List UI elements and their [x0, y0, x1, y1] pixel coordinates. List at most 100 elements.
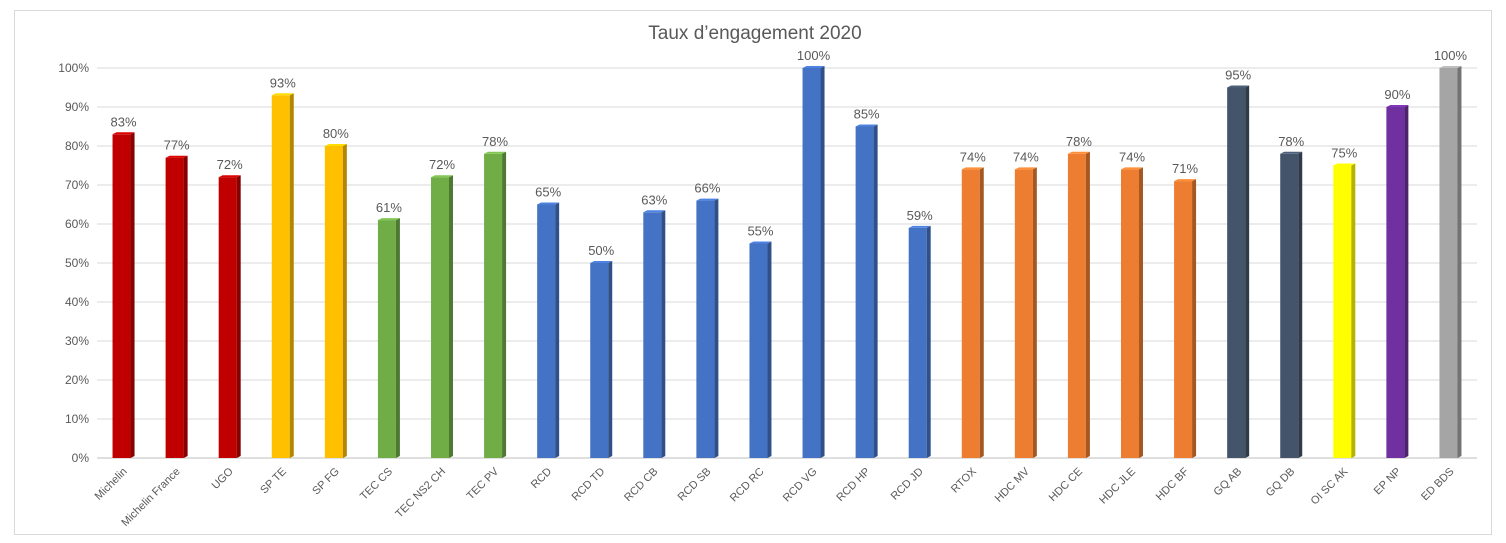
y-tick-label: 100% [58, 61, 89, 75]
chart-title: Taux d’engagement 2020 [648, 23, 861, 44]
x-category-label: RCD SB [676, 466, 714, 504]
bar [590, 261, 613, 458]
bar-top [112, 132, 135, 135]
data-label: 63% [641, 192, 667, 207]
x-category-label: GQ DB [1264, 466, 1298, 500]
bar-front [1227, 87, 1246, 458]
x-category-label: SP TE [258, 466, 289, 497]
bar [218, 175, 241, 458]
bar-side [1298, 151, 1303, 459]
x-category-label: RCD VG [781, 466, 820, 505]
bar-side [1351, 163, 1356, 458]
bar-top [165, 155, 188, 158]
bar-front [855, 126, 874, 458]
bar-top [1386, 105, 1409, 107]
gridlines [97, 67, 1477, 459]
bar-top [218, 175, 241, 178]
x-category-label: HDC JLE [1097, 466, 1138, 507]
bar-side [873, 124, 878, 458]
bar [431, 175, 453, 458]
x-category-label: SP FG [310, 466, 342, 498]
bar-front [377, 220, 396, 458]
bar-top [431, 175, 453, 178]
x-category-label: TEC NS2 CH [393, 466, 448, 521]
bar-front [1121, 169, 1139, 458]
bar [484, 151, 507, 459]
data-label: 61% [376, 200, 402, 215]
bar-top [271, 93, 294, 96]
x-category-label: RCD JD [889, 466, 926, 503]
x-category-label: HDC BF [1154, 465, 1192, 503]
data-label: 90% [1384, 87, 1410, 102]
bar-side [236, 175, 241, 458]
bar [643, 210, 666, 458]
data-label: 74% [1013, 149, 1039, 164]
x-category-label: RCD CB [622, 466, 660, 504]
bar-side [502, 151, 507, 459]
bar [855, 124, 878, 458]
bar-side [767, 241, 772, 458]
x-category-label: GQ AB [1212, 466, 1245, 499]
bar-side [1085, 151, 1090, 459]
y-tick-label: 10% [65, 412, 89, 426]
bar [1439, 66, 1462, 458]
bar [1174, 179, 1197, 458]
bar-top [1439, 66, 1462, 68]
data-label: 71% [1172, 161, 1198, 176]
bar-side [1192, 179, 1197, 458]
bar-top [643, 210, 666, 213]
bar-front [908, 227, 927, 458]
bar-front [749, 243, 768, 458]
bar [537, 202, 560, 458]
bar-side [661, 210, 666, 458]
bar-top [855, 124, 878, 127]
x-category-label: EP NP [1372, 466, 1404, 498]
data-label: 83% [111, 114, 137, 129]
data-label: 78% [1066, 134, 1092, 149]
x-category-label: RTOX [949, 465, 979, 495]
x-category-label: RCD [529, 466, 554, 491]
bar [112, 132, 135, 459]
x-category-label: TEC PV [465, 465, 502, 502]
bar-side [1457, 66, 1462, 458]
y-tick-label: 50% [65, 256, 89, 270]
bar [1014, 167, 1037, 458]
x-category-label: Michelin France [119, 466, 182, 529]
bar-side [289, 93, 294, 459]
bar-front [643, 212, 662, 458]
y-tick-label: 20% [65, 373, 89, 387]
bar-front [537, 204, 556, 458]
bar-top [749, 241, 772, 244]
bar-top [1121, 167, 1143, 170]
bar-front [484, 153, 503, 459]
y-tick-label: 40% [65, 295, 89, 309]
bar-side [395, 218, 400, 458]
bar-side [820, 66, 825, 458]
y-tick-label: 90% [65, 100, 89, 114]
bar-side [926, 225, 931, 458]
bar-side [555, 202, 560, 458]
bar-chart: Taux d’engagement 2020 0% 10% 20% 30% 40% 50%… [58, 23, 1477, 529]
bar [749, 241, 772, 458]
x-category-label: ED BDS [1419, 466, 1456, 503]
x-category-label: UGO [210, 465, 237, 492]
bar [802, 66, 825, 458]
bar-top [1174, 179, 1197, 182]
bars [112, 66, 1462, 459]
bar-top [484, 151, 507, 154]
bar-side [130, 132, 135, 459]
x-category-label: OI SC AK [1309, 465, 1351, 507]
bar [908, 225, 931, 458]
bar [324, 144, 347, 458]
bar-front [1280, 153, 1299, 459]
data-label: 95% [1225, 68, 1251, 83]
bar-side [449, 175, 453, 458]
bar-front [802, 68, 821, 458]
bar-top [1227, 85, 1250, 88]
y-tick-label: 70% [65, 178, 89, 192]
bar-front [1439, 68, 1458, 458]
bar-front [590, 263, 609, 458]
bar-side [979, 167, 984, 458]
y-axis-ticks: 0% 10% 20% 30% 40% 50% 60% 70% 80% 90% 100% [58, 61, 89, 465]
